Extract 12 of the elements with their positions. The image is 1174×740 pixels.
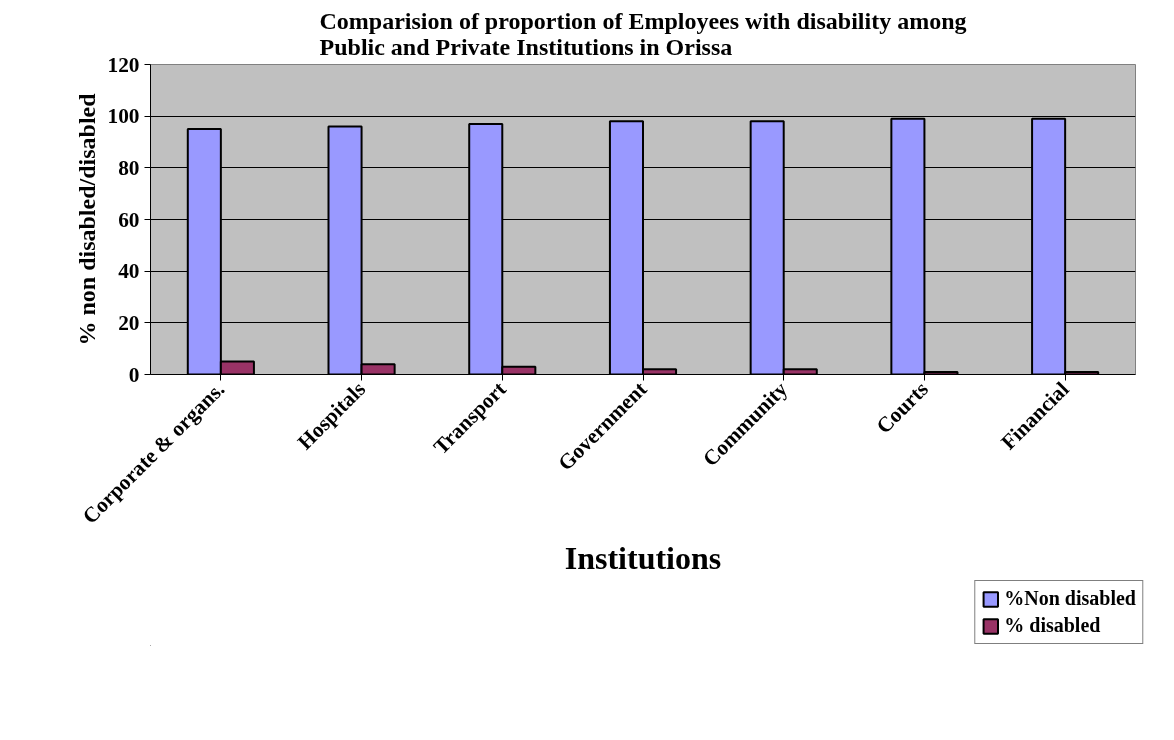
y-tick-label: 40 [118, 259, 140, 284]
y-tick-label: 120 [107, 52, 140, 77]
x-axis-title: Institutions [564, 539, 722, 576]
chart-title: Comparision of proportion of Employees with disability among Public and Private Institutions in Orissa [319, 7, 967, 60]
y-tick-label: 20 [118, 310, 140, 335]
y-tick-label: 60 [118, 207, 140, 232]
legend-label: % disabled [1004, 614, 1101, 637]
y-tick-label: 100 [107, 104, 140, 129]
y-axis-title: % non disabled/disabled [73, 92, 100, 346]
y-tick-label: 0 [128, 362, 140, 387]
legend-label: %Non disabled [1004, 587, 1136, 610]
y-tick-label: 80 [118, 155, 140, 180]
